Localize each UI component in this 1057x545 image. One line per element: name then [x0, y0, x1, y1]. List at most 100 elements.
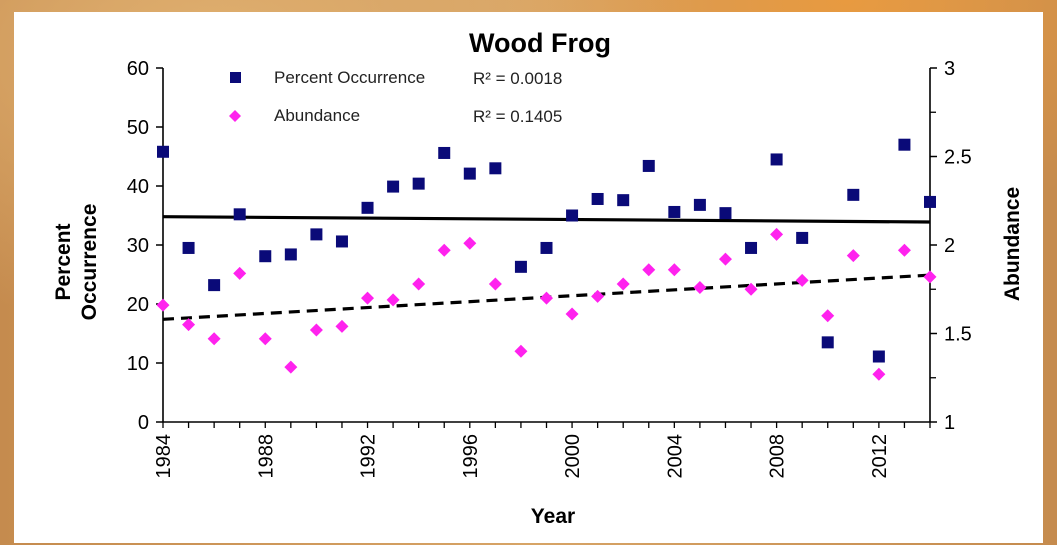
percent-occurrence-point — [898, 138, 911, 151]
abundance-point — [488, 277, 502, 291]
x-tick-label: 1992 — [358, 434, 380, 479]
y2-tick-label: 1 — [944, 412, 955, 434]
x-tick-label: 2008 — [767, 434, 789, 479]
abundance-point — [258, 332, 272, 346]
percent-occurrence-point — [233, 208, 246, 221]
y-axis-title-line1: Percent — [52, 223, 75, 300]
x-tick-label: 2012 — [869, 434, 891, 479]
percent-occurrence-point — [208, 279, 221, 292]
percent-occurrence-point — [335, 235, 348, 248]
percent-occurrence-point — [540, 241, 553, 254]
y-axis-title-line2: Occurrence — [78, 204, 101, 321]
percent-occurrence-point — [770, 153, 783, 166]
y-tick-label: 50 — [127, 117, 149, 139]
percent-occurrence-point — [872, 350, 885, 363]
x-tick-label: 1996 — [460, 434, 482, 479]
percent-occurrence-point — [566, 209, 579, 222]
abundance-point — [361, 291, 375, 305]
legend-marker-abundance — [229, 110, 241, 122]
abundance-point — [667, 263, 681, 277]
percent-occurrence-point — [796, 231, 809, 244]
y-axis-ticks: 0 10 20 30 40 50 60 — [127, 58, 163, 434]
percent-occurrence-point — [719, 207, 732, 220]
percent-occurrence-point — [310, 228, 323, 241]
abundance-point — [693, 280, 707, 294]
y-tick-label: 10 — [127, 353, 149, 375]
y2-axis-ticks: 1 1.5 2 2.5 3 — [930, 58, 972, 434]
percent-occurrence-point — [438, 146, 451, 159]
abundance-point — [284, 360, 298, 374]
x-tick-label: 1984 — [153, 434, 175, 479]
abundance-point — [207, 332, 221, 346]
abundance-point — [233, 266, 247, 280]
abundance-point — [565, 307, 579, 321]
legend-r2-abundance: R² = 0.1405 — [473, 107, 562, 126]
percent-occurrence-point — [387, 180, 400, 193]
y2-tick-label: 2.5 — [944, 147, 972, 169]
percent-occurrence-point — [514, 260, 527, 273]
percent-occurrence-point — [693, 198, 706, 211]
y-tick-label: 20 — [127, 294, 149, 316]
y-tick-label: 40 — [127, 176, 149, 198]
legend-label-percent-occurrence: Percent Occurrence — [274, 68, 425, 87]
percent-occurrence-point — [157, 145, 169, 158]
abundance-point — [386, 293, 400, 307]
abundance-point — [182, 318, 196, 332]
abundance-point — [309, 323, 323, 337]
x-tick-label: 2000 — [562, 434, 584, 479]
legend: Percent Occurrence R² = 0.0018 Abundance… — [229, 68, 562, 126]
x-axis-title: Year — [531, 505, 575, 528]
data-points — [156, 138, 937, 381]
percent-occurrence-point — [259, 250, 272, 263]
abundance-point — [770, 227, 784, 241]
percent-occurrence-point — [591, 192, 604, 205]
legend-label-abundance: Abundance — [274, 106, 360, 125]
abundance-point — [846, 249, 860, 263]
legend-marker-percent-occurrence — [230, 72, 241, 83]
chart-title: Wood Frog — [469, 28, 611, 58]
y2-tick-label: 2 — [944, 235, 955, 257]
x-axis-ticks: 1984 1988 1992 1996 2000 2004 2008 2012 — [153, 422, 931, 479]
y2-tick-label: 3 — [944, 58, 955, 80]
abundance-point — [821, 309, 835, 323]
abundance-point — [591, 289, 605, 303]
percent-occurrence-point — [847, 188, 860, 201]
y2-axis-title: Abundance — [1001, 187, 1024, 301]
abundance-point — [437, 243, 451, 257]
percent-occurrence-point — [182, 241, 195, 254]
percent-occurrence-point — [412, 177, 425, 190]
abundance-point — [514, 344, 528, 358]
abundance-point — [335, 319, 349, 333]
abundance-point — [897, 243, 911, 257]
abundance-point — [463, 236, 477, 250]
percent-occurrence-point — [745, 241, 758, 254]
abundance-point — [616, 277, 630, 291]
y-tick-label: 60 — [127, 58, 149, 80]
percent-occurrence-point — [489, 162, 502, 175]
abundance-point — [923, 270, 937, 284]
x-tick-label: 1988 — [255, 434, 277, 479]
y-tick-label: 0 — [138, 412, 149, 434]
x-tick-label: 2004 — [664, 434, 686, 479]
abundance-point — [718, 252, 732, 266]
percent-occurrence-point — [361, 201, 374, 214]
abundance-point — [412, 277, 426, 291]
percent-occurrence-point — [668, 205, 681, 218]
abundance-point — [540, 291, 553, 305]
abundance-point — [795, 273, 809, 287]
percent-occurrence-point — [642, 159, 655, 172]
percent-occurrence-point — [821, 336, 834, 349]
percent-occurrence-point — [463, 167, 476, 180]
abundance-point — [744, 282, 758, 296]
abundance-point — [872, 367, 886, 381]
abundance-point — [156, 298, 170, 312]
percent-occurrence-point — [284, 248, 297, 261]
y-tick-label: 30 — [127, 235, 149, 257]
abundance-point — [642, 263, 656, 277]
y2-tick-label: 1.5 — [944, 324, 972, 346]
percent-occurrence-point — [924, 195, 936, 208]
percent-occurrence-point — [617, 194, 630, 207]
trendline-percent-occurrence — [162, 215, 931, 224]
legend-r2-percent-occurrence: R² = 0.0018 — [473, 69, 562, 88]
